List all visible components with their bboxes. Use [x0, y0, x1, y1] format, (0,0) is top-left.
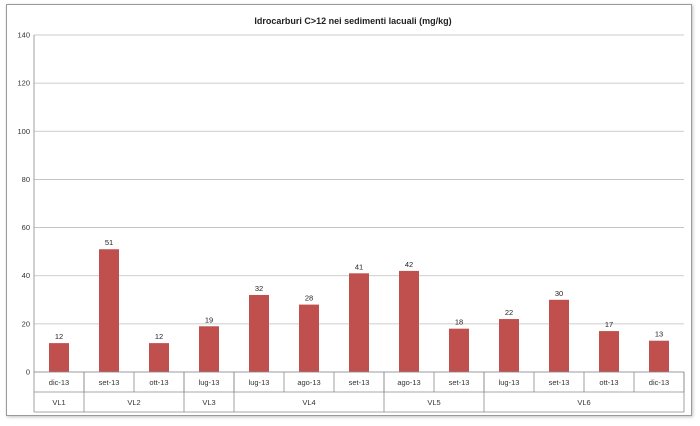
- bar: [499, 319, 519, 372]
- group-label: VL1: [52, 398, 65, 407]
- data-label: 41: [355, 262, 363, 271]
- y-tick-label: 20: [22, 319, 30, 328]
- x-tick-label: lug-13: [249, 378, 270, 387]
- y-tick-label: 120: [17, 79, 30, 88]
- axis-layer: 0 20 40 60 80 100 120 140 12 dic-13 51 set-13 12 ott-…: [17, 31, 685, 413]
- y-tick-label: 60: [22, 223, 30, 232]
- bar: [249, 294, 269, 372]
- y-tick-label: 40: [22, 271, 30, 280]
- x-tick-label: ago-13: [297, 378, 320, 387]
- chart-frame: Idrocarburi C>12 nei sedimenti lacuali (…: [6, 4, 692, 416]
- x-tick-label: dic-13: [649, 378, 669, 387]
- group-label: VL6: [577, 398, 590, 407]
- data-label: 18: [455, 318, 463, 327]
- bar: [149, 343, 169, 372]
- x-tick-label: ott-13: [599, 378, 618, 387]
- group-label: VL4: [302, 398, 315, 407]
- x-tick-label: ago-13: [397, 378, 420, 387]
- chart-title: Idrocarburi C>12 nei sedimenti lacuali (…: [254, 16, 451, 26]
- x-tick-label: lug-13: [199, 378, 220, 387]
- bar: [449, 328, 469, 372]
- x-tick-label: set-13: [99, 378, 120, 387]
- data-label: 19: [205, 315, 213, 324]
- group-label: VL5: [427, 398, 440, 407]
- data-label: 12: [155, 332, 163, 341]
- bar: [199, 326, 219, 372]
- data-label: 12: [55, 332, 63, 341]
- bar-layer: [49, 249, 669, 372]
- group-label: VL3: [202, 398, 215, 407]
- bar: [399, 270, 419, 372]
- x-tick-label: set-13: [549, 378, 570, 387]
- x-tick-label: dic-13: [49, 378, 69, 387]
- bar: [49, 343, 69, 372]
- y-tick-label: 80: [22, 175, 30, 184]
- x-tick-label: set-13: [449, 378, 470, 387]
- x-tick-label: set-13: [349, 378, 370, 387]
- y-tick-label: 0: [26, 368, 30, 377]
- bar: [99, 249, 119, 372]
- group-label: VL2: [127, 398, 140, 407]
- bar: [599, 331, 619, 372]
- data-label: 32: [255, 284, 263, 293]
- chart-svg: Idrocarburi C>12 nei sedimenti lacuali (…: [17, 16, 685, 413]
- data-label: 42: [405, 260, 413, 269]
- data-label: 22: [505, 308, 513, 317]
- y-tick-label: 140: [17, 31, 30, 40]
- x-tick-label: lug-13: [499, 378, 520, 387]
- x-tick-label: ott-13: [149, 378, 168, 387]
- y-tick-label: 100: [17, 127, 30, 136]
- bar: [349, 273, 369, 372]
- bar: [549, 299, 569, 372]
- data-label: 13: [655, 330, 663, 339]
- data-label: 28: [305, 294, 313, 303]
- bar: [649, 340, 669, 372]
- data-label: 17: [605, 320, 613, 329]
- data-label: 30: [555, 289, 563, 298]
- data-label: 51: [105, 238, 113, 247]
- bar: [299, 304, 319, 372]
